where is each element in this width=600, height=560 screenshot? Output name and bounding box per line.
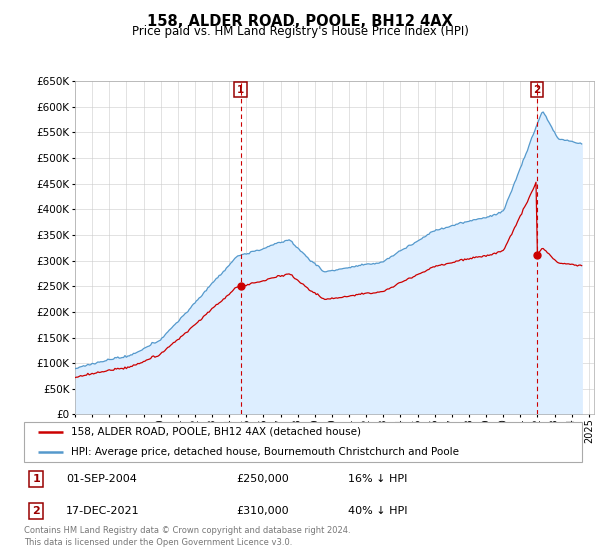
- Text: 01-SEP-2004: 01-SEP-2004: [66, 474, 137, 484]
- Text: 1: 1: [237, 85, 244, 95]
- Text: 2: 2: [32, 506, 40, 516]
- Text: Contains HM Land Registry data © Crown copyright and database right 2024.
This d: Contains HM Land Registry data © Crown c…: [24, 526, 350, 547]
- Text: 16% ↓ HPI: 16% ↓ HPI: [347, 474, 407, 484]
- Text: 1: 1: [32, 474, 40, 484]
- Text: 40% ↓ HPI: 40% ↓ HPI: [347, 506, 407, 516]
- Text: HPI: Average price, detached house, Bournemouth Christchurch and Poole: HPI: Average price, detached house, Bour…: [71, 447, 460, 457]
- Text: 17-DEC-2021: 17-DEC-2021: [66, 506, 139, 516]
- FancyBboxPatch shape: [24, 422, 582, 462]
- Text: £250,000: £250,000: [236, 474, 289, 484]
- Text: 2: 2: [533, 85, 541, 95]
- Text: £310,000: £310,000: [236, 506, 289, 516]
- Text: 158, ALDER ROAD, POOLE, BH12 4AX (detached house): 158, ALDER ROAD, POOLE, BH12 4AX (detach…: [71, 427, 361, 437]
- Text: 158, ALDER ROAD, POOLE, BH12 4AX: 158, ALDER ROAD, POOLE, BH12 4AX: [147, 14, 453, 29]
- Text: Price paid vs. HM Land Registry's House Price Index (HPI): Price paid vs. HM Land Registry's House …: [131, 25, 469, 38]
